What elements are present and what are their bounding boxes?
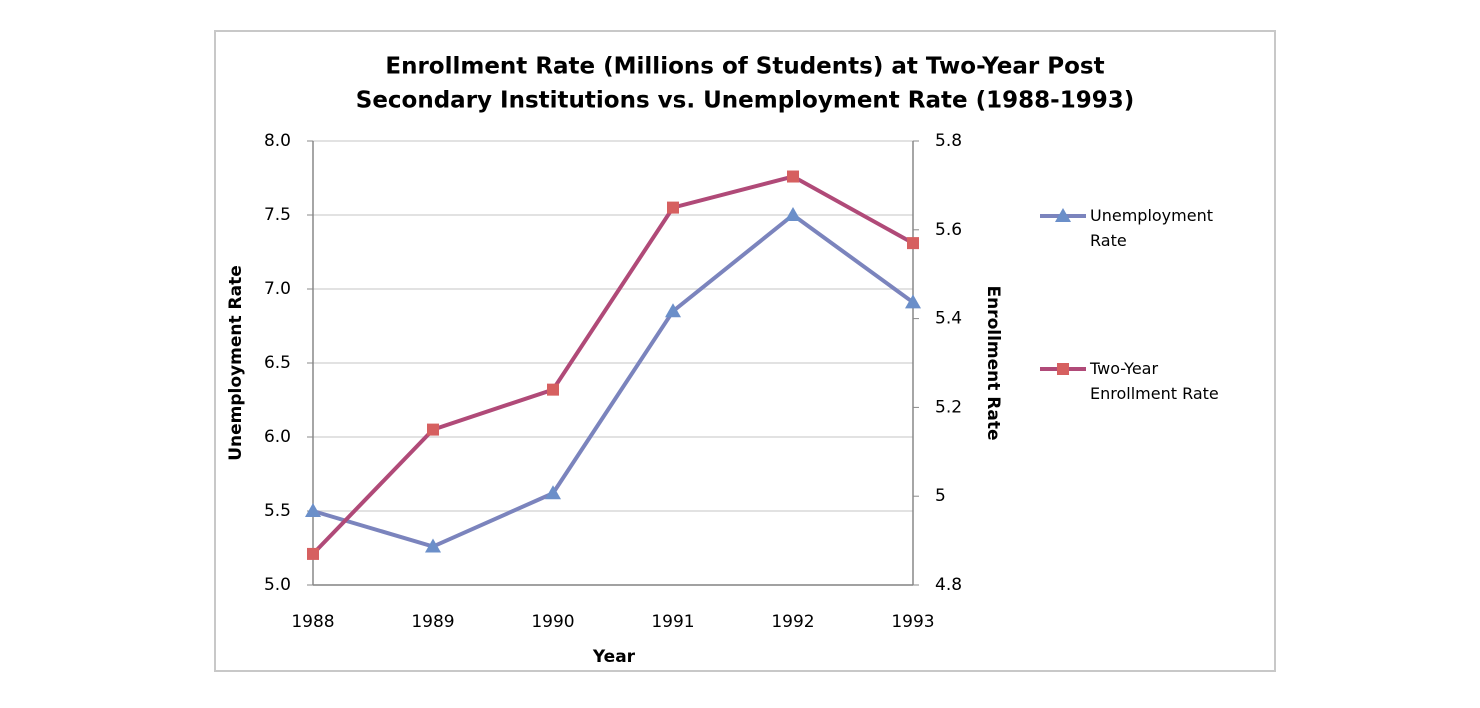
y2-tick-label: 5.4 [935, 309, 962, 329]
x-axis-title: Year [592, 647, 636, 667]
x-tick-label: 1993 [891, 612, 934, 632]
legend-marker [1055, 208, 1071, 222]
y-axis-title: Unemployment Rate [226, 265, 246, 461]
y-tick-label: 6.5 [264, 353, 291, 373]
y2-tick-label: 5.6 [935, 220, 962, 240]
y-tick-label: 7.0 [264, 279, 291, 299]
y-tick-label: 5.5 [264, 501, 291, 521]
data-point [665, 303, 681, 318]
series-line [312, 212, 915, 549]
chart-frame [214, 30, 1276, 672]
legend-label: Unemployment Rate [1090, 206, 1213, 250]
x-tick-label: 1992 [771, 612, 814, 632]
y2-tick-label: 5.2 [935, 397, 962, 417]
y-tick-label: 6.0 [264, 427, 291, 447]
data-point [307, 547, 319, 560]
y-tick-label: 8.0 [264, 131, 291, 151]
chart-title: Enrollment Rate (Millions of Students) a… [385, 54, 1104, 80]
data-point [427, 423, 439, 436]
y-tick-label: 5.0 [264, 575, 291, 595]
x-tick-label: 1990 [531, 612, 574, 632]
y2-tick-label: 4.8 [935, 575, 962, 595]
y2-axis-title: Enrollment Rate [983, 285, 1003, 440]
chart-title: Secondary Institutions vs. Unemployment … [356, 88, 1134, 114]
data-point [785, 207, 801, 221]
x-tick-label: 1988 [291, 612, 334, 632]
data-point [907, 237, 919, 250]
data-point [545, 485, 561, 500]
data-point [905, 294, 921, 309]
x-tick-label: 1989 [411, 612, 454, 632]
legend-marker [1057, 363, 1069, 375]
data-point [667, 201, 679, 214]
legend-label: Two-Year Enrollment Rate [1089, 359, 1219, 403]
y2-tick-label: 5 [935, 486, 946, 506]
data-point [547, 383, 559, 396]
data-point [425, 538, 441, 553]
data-point [787, 170, 799, 183]
series-line [311, 174, 914, 556]
y2-tick-label: 5.8 [935, 131, 962, 151]
data-point [305, 503, 321, 517]
y-tick-label: 7.5 [264, 205, 291, 225]
x-tick-label: 1991 [651, 612, 694, 632]
